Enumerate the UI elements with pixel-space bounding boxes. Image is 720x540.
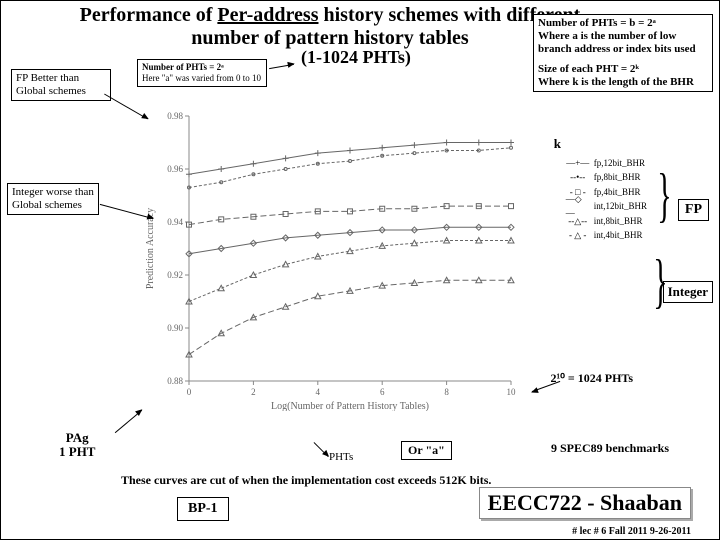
br-l1: Number of PHTs = b = 2ᵃ — [538, 17, 708, 30]
svg-text:Log(Number of Pattern History: Log(Number of Pattern History Tables) — [271, 401, 429, 411]
svg-text:0.98: 0.98 — [167, 111, 183, 121]
pag-l2: 1 PHT — [59, 445, 95, 459]
course-footer: EECC722 - Shaaban — [479, 487, 691, 519]
br-l4: Size of each PHT = 2ᵏ — [538, 63, 708, 76]
k-label: k — [554, 136, 561, 152]
svg-text:0.94: 0.94 — [167, 217, 183, 227]
brace-fp: } — [657, 161, 671, 230]
svg-text:0.92: 0.92 — [167, 270, 183, 280]
varied-l1: Number of PHTs = 2ᵃ — [142, 62, 262, 73]
br-l5: Where k is the length of the BHR — [538, 76, 708, 89]
varied-l2: Here "a" was varied from 0 to 10 — [142, 73, 262, 84]
int-badge: Integer — [663, 281, 713, 303]
spec89-note: 9 SPEC89 benchmarks — [551, 441, 669, 456]
title-under: Per-address — [217, 4, 318, 26]
svg-text:8: 8 — [444, 387, 449, 397]
chart-legend: —+—fp,12bit_BHR --•--fp,8bit_BHR - □ -fp… — [566, 156, 647, 242]
arrow-fp-better — [104, 94, 148, 120]
svg-text:2: 2 — [251, 387, 256, 397]
lg1: fp,8bit_BHR — [594, 170, 641, 184]
lg0: fp,12bit_BHR — [594, 156, 645, 170]
subtitle-range: (1-1024 PHTs) — [301, 47, 411, 68]
arrow-varied — [269, 64, 294, 69]
accuracy-chart: 0 2 4 6 8 10 0.88 0.90 0.92 0.94 0.96 0.98 Log(Numbe… — [141, 111, 521, 411]
svg-text:0.96: 0.96 — [167, 164, 183, 174]
svg-text:10: 10 — [507, 387, 517, 397]
br-l2: Where a is the number of low branch addr… — [538, 30, 708, 56]
box-int-worse: Integer worse than Global schemes — [7, 183, 99, 215]
phts-axis-note: PHTs — [329, 451, 353, 463]
box-varied: Number of PHTs = 2ᵃ Here "a" was varied … — [137, 59, 267, 87]
box-fp-better: FP Better than Global schemes — [11, 69, 111, 101]
lg4: int,8bit_BHR — [594, 214, 643, 228]
arrow-phts — [314, 442, 329, 457]
cutoff-note: These curves are cut of when the impleme… — [121, 473, 491, 488]
svg-text:0.88: 0.88 — [167, 376, 183, 386]
svg-text:6: 6 — [380, 387, 385, 397]
pag-label: PAg 1 PHT — [59, 431, 95, 460]
lg2: fp,4bit_BHR — [594, 185, 641, 199]
svg-text:0.90: 0.90 — [167, 323, 183, 333]
svg-text:4: 4 — [316, 387, 321, 397]
box-phts-formula: Number of PHTs = b = 2ᵃ Where a is the n… — [533, 14, 713, 92]
arrow-1024 — [532, 381, 561, 392]
fp-badge: FP — [678, 199, 709, 221]
svg-text:0: 0 — [187, 387, 192, 397]
note-1024-phts: 2¹⁰ = 1024 PHTs — [551, 371, 633, 386]
lg5: int,4bit_BHR — [594, 228, 643, 242]
bp1-box: BP-1 — [177, 497, 229, 521]
title-p1: Performance of — [80, 4, 218, 26]
lg3: int,12bit_BHR — [594, 199, 647, 213]
pag-l1: PAg — [59, 431, 95, 445]
lecture-info: # lec # 6 Fall 2011 9-26-2011 — [572, 526, 691, 537]
or-a-box: Or "a" — [401, 441, 452, 460]
arrow-pag — [115, 410, 142, 433]
